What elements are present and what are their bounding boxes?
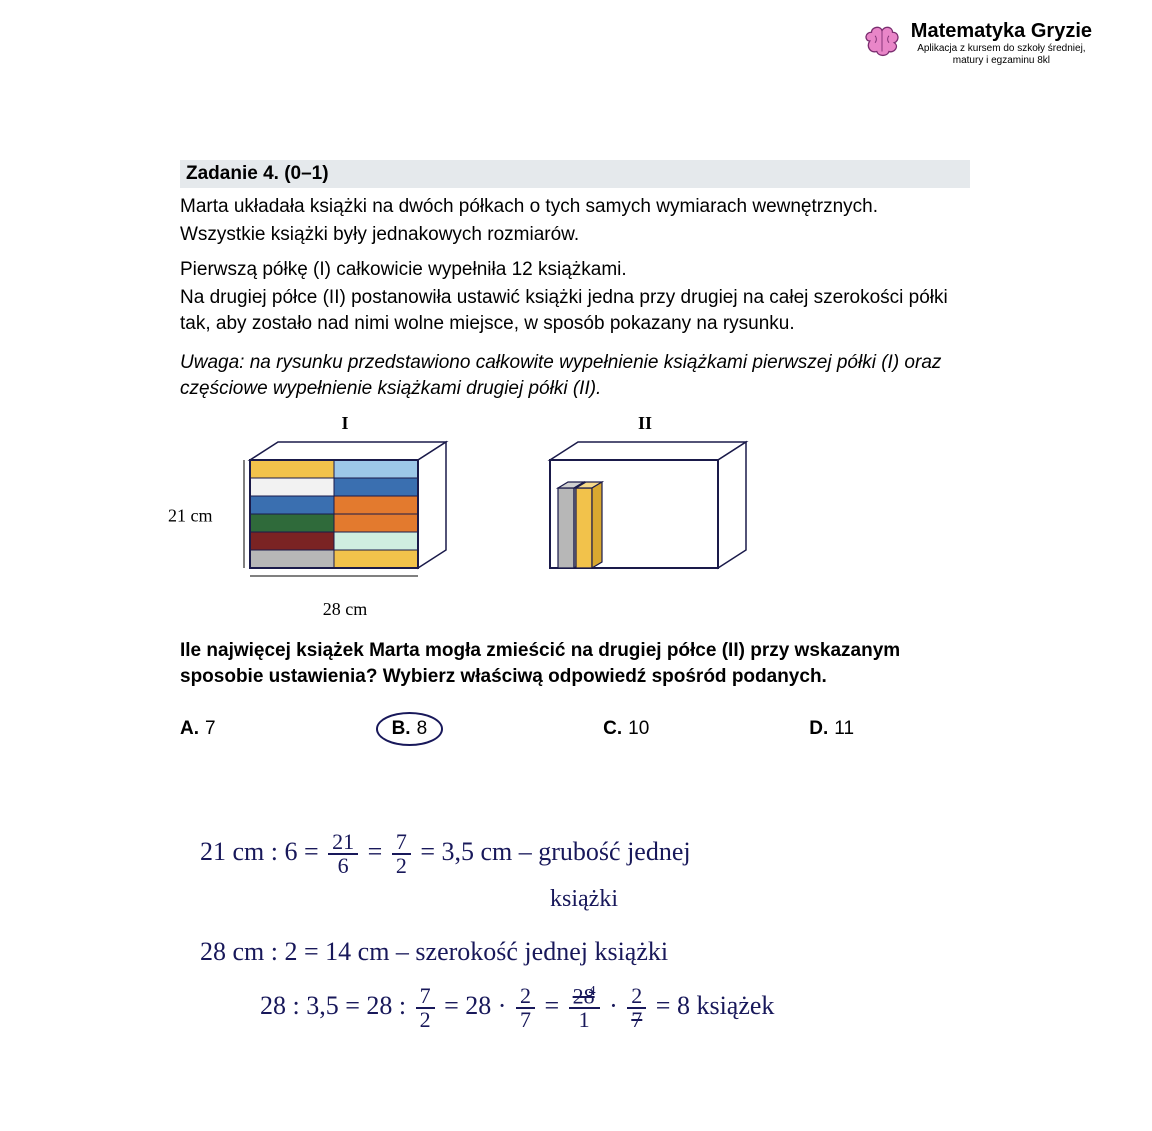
answer-b-val: 8 xyxy=(417,718,428,740)
hw-line-2: 28 cm : 2 = 14 cm – szerokość jednej ksi… xyxy=(200,930,1000,974)
hw-3b: = 8 książek xyxy=(656,991,775,1020)
answer-c: C. 10 xyxy=(603,718,649,740)
task-p2: Wszystkie książki były jednakowych rozmi… xyxy=(180,222,970,248)
hw-frac-4: 27 xyxy=(516,985,535,1031)
hw-3a: 28 : 3,5 = 28 : xyxy=(260,991,413,1020)
task-header: Zadanie 4. (0–1) xyxy=(180,160,970,188)
answer-a: A. 7 xyxy=(180,718,216,740)
logo-area: Matematyka Gryzie Aplikacja z kursem do … xyxy=(861,20,1092,67)
question-text: Ile najwięcej książek Marta mogła zmieśc… xyxy=(180,638,970,689)
brain-icon xyxy=(861,23,903,64)
answer-c-val: 10 xyxy=(628,718,649,740)
answer-b-circled: B. 8 xyxy=(376,712,444,746)
answers-row: A. 7 B. 8 C. 10 D. 11 xyxy=(180,712,970,746)
hw-frac-2: 72 xyxy=(392,831,411,877)
diagrams-row: I 21 cm 28 cm II xyxy=(240,413,970,620)
handwriting-area: 21 cm : 6 = 216 = 72 = 3,5 cm – grubość … xyxy=(200,830,1000,1041)
hw-frac-5: 2841 xyxy=(569,985,600,1031)
task-p1: Marta układała książki na dwóch półkach … xyxy=(180,194,970,220)
hw-line-1c: książki xyxy=(550,879,1000,920)
hw-eq1: = xyxy=(368,837,389,866)
hw-1a: 21 cm : 6 = xyxy=(200,837,325,866)
shelf-1-block: I 21 cm 28 cm xyxy=(240,413,450,620)
logo-sub-2: matury i egzaminu 8kl xyxy=(911,55,1092,67)
hw-eq2: = 28 · xyxy=(444,991,513,1020)
answer-a-letter: A. xyxy=(180,718,199,740)
task-content: Zadanie 4. (0–1) Marta układała książki … xyxy=(180,160,970,746)
task-note: Uwaga: na rysunku przedstawiono całkowit… xyxy=(180,350,970,401)
shelf-1-diagram xyxy=(240,438,450,588)
hw-line-3: 28 : 3,5 = 28 : 72 = 28 · 27 = 2841 · 27… xyxy=(260,984,1000,1031)
answer-d: D. 11 xyxy=(809,718,854,740)
shelf-1-label: I xyxy=(341,413,348,434)
shelf-2-block: II xyxy=(540,413,750,593)
task-p4: Na drugiej półce (II) postanowiła ustawi… xyxy=(180,285,970,336)
hw-frac-6: 27 xyxy=(627,985,646,1031)
shelf-2-label: II xyxy=(638,413,652,434)
answer-d-val: 11 xyxy=(834,718,854,740)
answer-c-letter: C. xyxy=(603,718,622,740)
hw-frac-1: 216 xyxy=(328,831,358,877)
hw-1b: = 3,5 cm – grubość jednej xyxy=(420,837,690,866)
shelf-2-wrap xyxy=(540,438,750,593)
task-p3: Pierwszą półkę (I) całkowicie wypełniła … xyxy=(180,257,970,283)
logo-text: Matematyka Gryzie Aplikacja z kursem do … xyxy=(911,20,1092,67)
logo-title: Matematyka Gryzie xyxy=(911,20,1092,43)
answer-a-val: 7 xyxy=(205,718,216,740)
dim-width: 28 cm xyxy=(323,599,368,620)
hw-dot: · xyxy=(609,991,624,1020)
shelf-2-diagram xyxy=(540,438,750,588)
answer-d-letter: D. xyxy=(809,718,828,740)
hw-eq3: = xyxy=(544,991,565,1020)
dim-height: 21 cm xyxy=(168,505,213,526)
answer-b-letter: B. xyxy=(392,718,411,740)
logo-sub-1: Aplikacja z kursem do szkoły średniej, xyxy=(911,43,1092,55)
shelf-1-wrap: 21 cm xyxy=(240,438,450,593)
hw-line-1: 21 cm : 6 = 216 = 72 = 3,5 cm – grubość … xyxy=(200,830,1000,877)
hw-frac-3: 72 xyxy=(416,985,435,1031)
